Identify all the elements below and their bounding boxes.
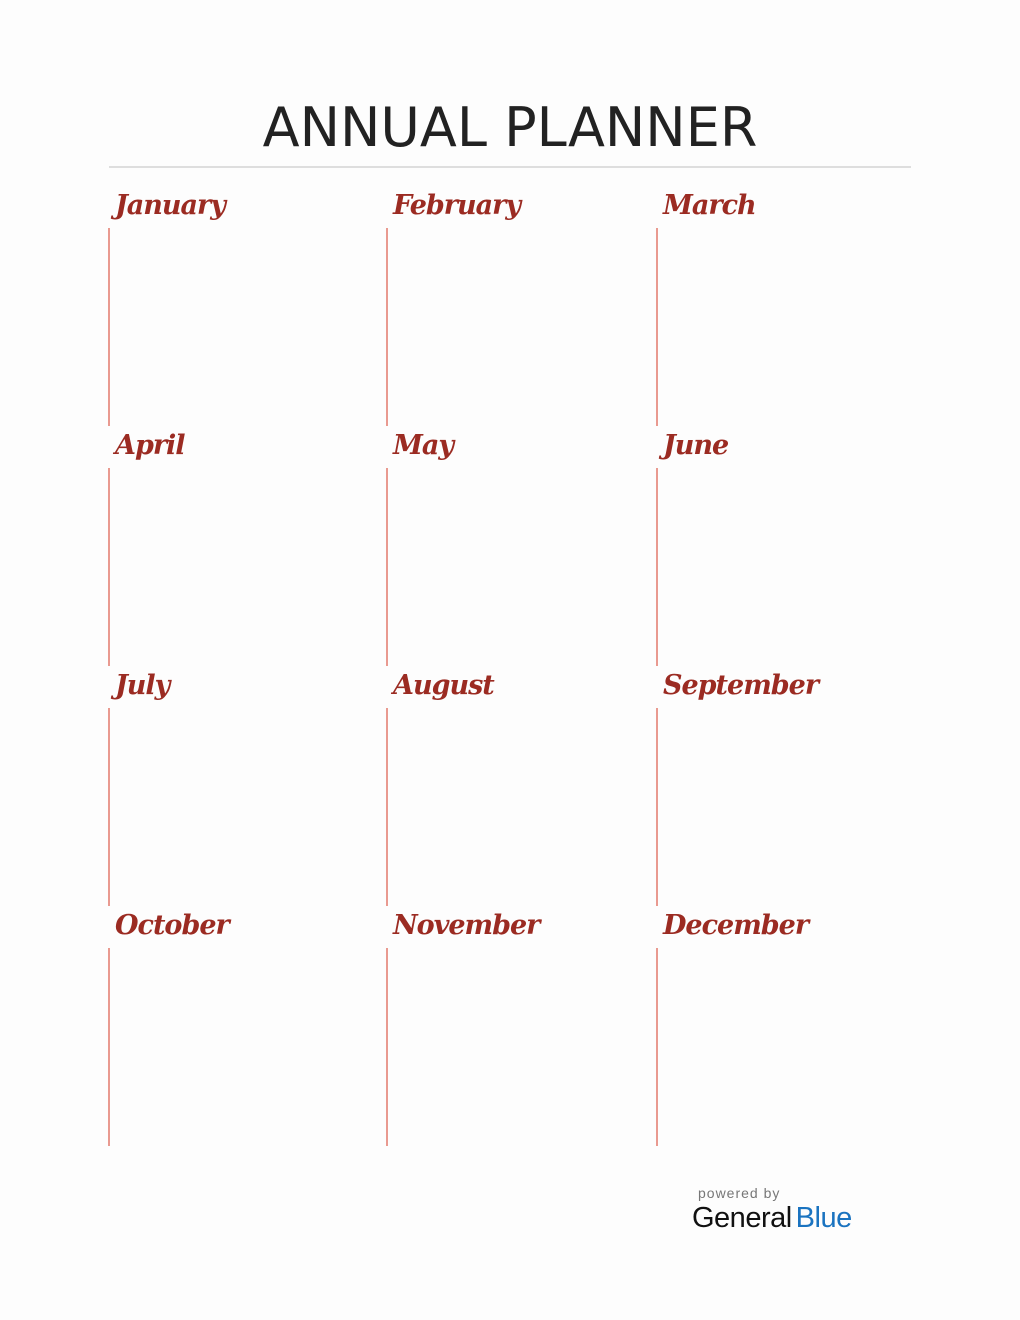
month-block-january: January [108,190,368,428]
month-name: February [393,190,521,221]
month-line [108,708,110,906]
month-block-may: May [386,430,646,668]
month-name: December [663,910,809,941]
month-name: May [393,430,454,461]
month-block-october: October [108,910,368,1148]
month-line [386,708,388,906]
month-name: June [663,430,729,461]
month-line [656,228,658,426]
month-name: October [115,910,230,941]
logo-general: General [692,1202,792,1234]
logo-blue: Blue [795,1202,853,1234]
month-block-july: July [108,670,368,908]
month-line [108,468,110,666]
month-block-december: December [656,910,916,1148]
month-block-march: March [656,190,916,428]
month-block-april: April [108,430,368,668]
month-line [386,228,388,426]
page-title: ANNUAL PLANNER [262,96,758,159]
month-name: January [115,190,226,221]
month-block-august: August [386,670,646,908]
month-block-november: November [386,910,646,1148]
month-line [108,948,110,1146]
month-block-september: September [656,670,916,908]
month-line [656,948,658,1146]
generalblue-logo[interactable]: General Blue [692,1202,852,1235]
month-name: September [663,670,819,701]
month-block-february: February [386,190,646,428]
month-line [656,468,658,666]
month-name: November [393,910,540,941]
powered-by-label: powered by [698,1185,781,1201]
month-name: July [115,670,170,701]
month-line [656,708,658,906]
month-line [386,948,388,1146]
month-name: April [115,430,186,461]
month-line [108,228,110,426]
month-line [386,468,388,666]
month-block-june: June [656,430,916,668]
title-divider [109,166,911,168]
month-name: March [663,190,757,221]
month-name: August [393,670,495,701]
